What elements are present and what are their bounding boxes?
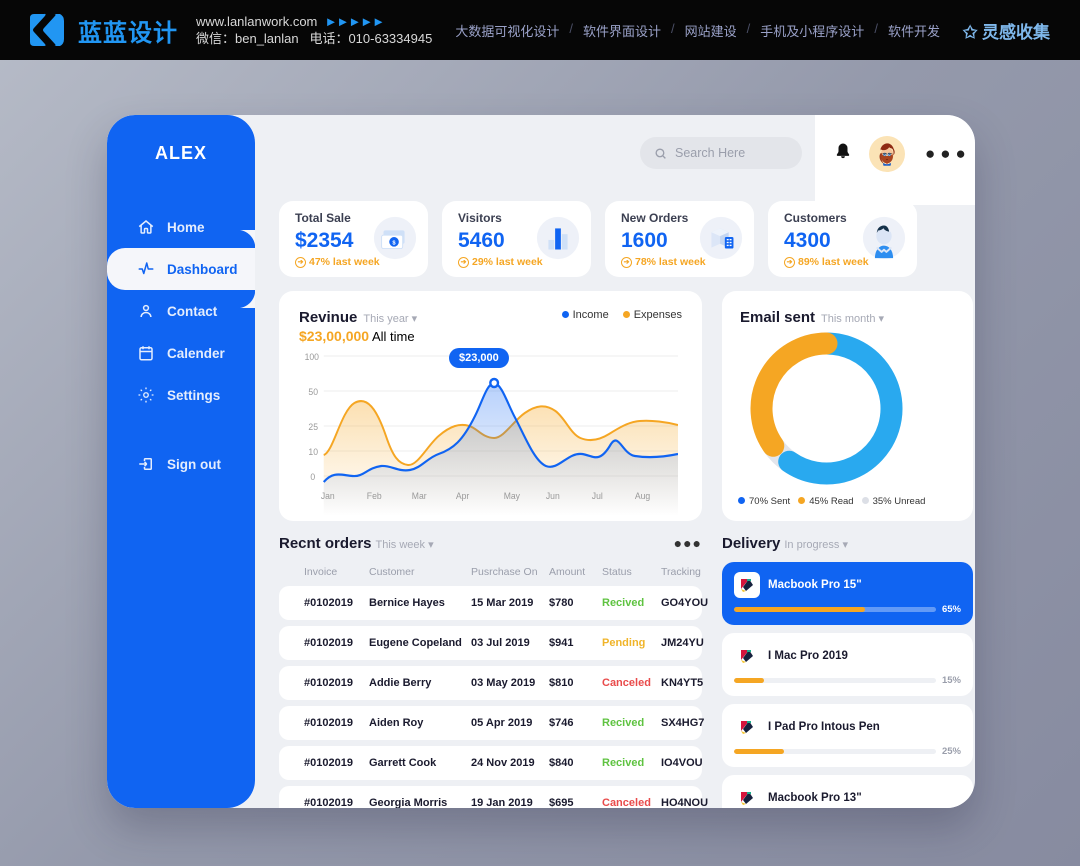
svg-text:100: 100 <box>305 352 319 362</box>
svg-text:0: 0 <box>310 472 315 482</box>
svg-text:Jul: Jul <box>592 491 603 501</box>
svg-text:Mar: Mar <box>412 491 427 501</box>
svg-text:Jun: Jun <box>546 491 560 501</box>
svg-text:May: May <box>504 491 521 501</box>
svg-text:Apr: Apr <box>456 491 469 501</box>
svg-text:50: 50 <box>308 387 318 397</box>
svg-text:10: 10 <box>308 447 318 457</box>
svg-text:Jan: Jan <box>321 491 335 501</box>
svg-text:Feb: Feb <box>367 491 382 501</box>
svg-text:Aug: Aug <box>635 491 650 501</box>
svg-text:25: 25 <box>308 422 318 432</box>
